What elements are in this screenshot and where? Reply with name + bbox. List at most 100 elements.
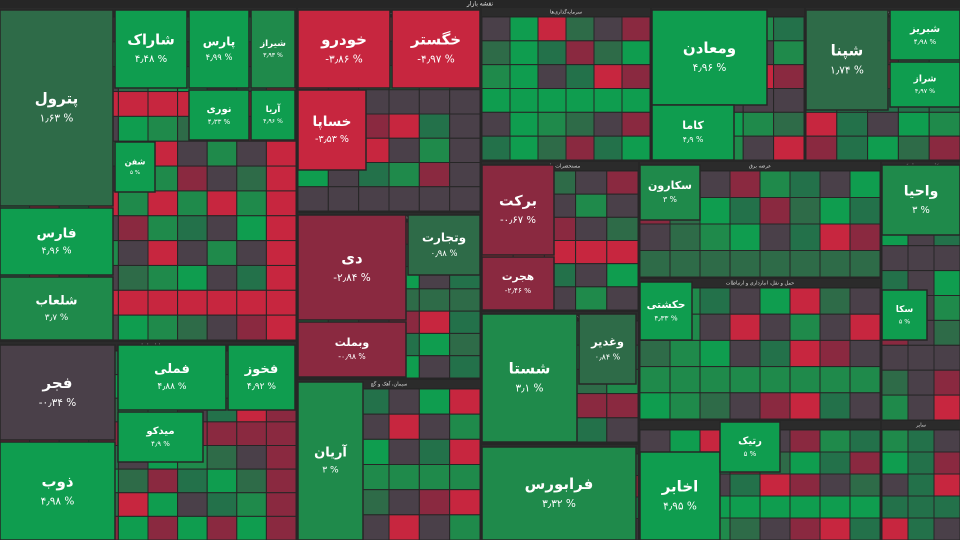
tile-label: شاراک	[127, 32, 175, 48]
small-tile	[449, 310, 481, 334]
small-tile	[742, 111, 775, 137]
tile-value: ۳ %	[663, 195, 677, 204]
small-tile	[819, 517, 851, 540]
small-tile	[933, 394, 960, 421]
small-tile	[819, 170, 851, 198]
small-tile	[881, 429, 909, 453]
small-tile	[639, 392, 671, 420]
small-tile	[265, 240, 297, 266]
small-tile	[147, 289, 179, 316]
small-tile	[147, 190, 179, 217]
small-tile	[147, 264, 179, 291]
small-tile	[881, 451, 909, 475]
small-tile	[669, 366, 701, 394]
small-tile	[729, 313, 761, 341]
small-tile	[388, 186, 420, 212]
small-tile	[759, 366, 791, 394]
tile-value: -۰٫۶۷ %	[500, 215, 536, 226]
small-tile	[729, 197, 761, 225]
small-tile	[897, 135, 930, 161]
small-tile	[575, 170, 608, 195]
small-tile	[639, 339, 671, 368]
small-tile	[236, 190, 267, 217]
tile-value: -۰٫۳۴ %	[39, 397, 76, 409]
small-tile	[449, 332, 481, 357]
small-tile	[575, 393, 608, 419]
tile	[0, 441, 116, 540]
tile-label: دی	[341, 249, 363, 267]
small-tile	[265, 190, 297, 217]
small-tile	[759, 223, 791, 251]
tile	[651, 104, 735, 161]
tile	[881, 289, 928, 341]
small-tile	[773, 135, 805, 161]
small-tile	[729, 339, 761, 368]
tile-label: شیراز	[259, 39, 286, 49]
small-tile	[606, 193, 639, 218]
tile-value: -۲٫۴۶ %	[505, 286, 531, 295]
small-tile	[575, 263, 608, 288]
small-tile	[147, 314, 179, 341]
tile-label: برکت	[499, 193, 537, 209]
small-tile	[907, 517, 935, 540]
small-tile	[236, 515, 267, 540]
small-tile	[819, 451, 851, 475]
small-tile	[805, 135, 838, 161]
small-tile	[236, 421, 267, 446]
small-tile	[418, 162, 451, 188]
tile	[481, 313, 578, 443]
small-tile	[836, 111, 869, 137]
tile	[114, 9, 188, 89]
small-tile	[117, 190, 149, 217]
tile	[407, 214, 481, 276]
small-tile	[849, 392, 881, 420]
small-tile	[805, 111, 838, 137]
tile-value: ۴٫۹۸ %	[914, 38, 937, 46]
sector-label: سیمان، آهک و گچ	[371, 381, 408, 388]
small-tile	[621, 40, 651, 66]
small-tile	[509, 135, 539, 161]
small-tile	[606, 417, 639, 443]
small-tile	[388, 514, 420, 540]
small-tile	[236, 445, 267, 470]
sector-header	[882, 421, 960, 429]
tile-label: فارس	[37, 226, 77, 241]
small-tile	[206, 240, 238, 266]
small-tile	[907, 245, 935, 272]
small-tile	[449, 288, 481, 312]
tile	[889, 61, 960, 108]
small-tile	[147, 91, 179, 117]
tile-label: فملی	[154, 362, 190, 377]
small-tile	[907, 495, 935, 519]
tile-label: حکشتی	[647, 299, 686, 311]
small-tile	[759, 250, 791, 278]
small-tile	[669, 392, 701, 420]
tile-value: ۴٫۹۶ %	[693, 62, 727, 74]
small-tile	[819, 287, 851, 315]
small-tile	[236, 314, 267, 341]
small-tile	[699, 250, 731, 278]
small-tile	[789, 392, 821, 420]
small-tile	[669, 223, 701, 251]
tile-label: فجر	[42, 374, 73, 392]
small-tile	[206, 515, 238, 540]
small-tile	[849, 517, 881, 540]
small-tile	[933, 473, 960, 497]
small-tile	[621, 88, 651, 113]
small-tile	[449, 113, 481, 139]
tile-value: ۵ %	[899, 318, 910, 325]
small-tile	[265, 492, 297, 517]
small-tile	[449, 89, 481, 115]
small-tile	[759, 392, 791, 420]
small-tile	[388, 489, 420, 516]
tile	[188, 89, 250, 141]
small-tile	[881, 245, 909, 272]
small-tile	[699, 287, 731, 315]
tile	[0, 207, 114, 276]
small-tile	[699, 392, 731, 420]
tile-label: کاما	[682, 119, 704, 132]
small-tile	[388, 89, 420, 115]
small-tile	[729, 517, 761, 540]
tile-label: خودرو	[320, 31, 367, 49]
small-tile	[819, 495, 851, 519]
